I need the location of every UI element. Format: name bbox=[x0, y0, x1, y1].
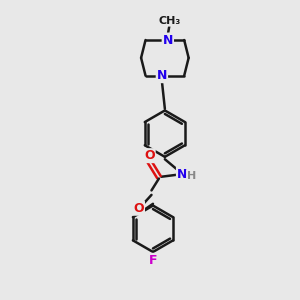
Text: N: N bbox=[177, 168, 187, 181]
Text: O: O bbox=[144, 149, 155, 162]
Text: N: N bbox=[163, 34, 173, 46]
Text: CH₃: CH₃ bbox=[158, 16, 180, 26]
Text: H: H bbox=[187, 171, 196, 181]
Text: F: F bbox=[149, 254, 157, 267]
Text: O: O bbox=[134, 202, 144, 215]
Text: N: N bbox=[157, 69, 167, 82]
